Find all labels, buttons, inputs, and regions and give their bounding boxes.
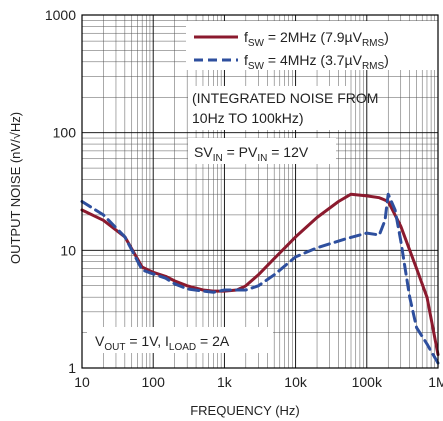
plot-border: [81, 14, 439, 369]
integrated-noise-box: [188, 86, 350, 130]
legend-label-2mhz: fSW = 2MHz (7.9µVRMS): [244, 29, 389, 49]
minor-grid: [82, 15, 438, 368]
y-tick-label: 1: [68, 360, 76, 376]
x-tick-label: 100k: [352, 374, 383, 390]
series-layer: [80, 192, 440, 365]
operating-point-box: [87, 327, 273, 353]
x-tick-labels: 10 100 1k 10k 100k 1M: [74, 374, 443, 390]
y-axis-title: OUTPUT NOISE (nV/√Hz): [8, 112, 23, 264]
x-tick-label: 10k: [284, 374, 308, 390]
legend-label-4mhz: fSW = 4MHz (3.7µVRMS): [244, 52, 389, 72]
x-tick-label: 100: [142, 374, 166, 390]
operating-point-label: VOUT = 1V, ILOAD = 2A: [95, 333, 230, 353]
integrated-noise-line2: 10Hz TO 100kHz): [192, 110, 304, 126]
x-axis-title: FREQUENCY (Hz): [190, 403, 300, 418]
y-tick-label: 1000: [45, 7, 76, 23]
y-tick-label: 100: [53, 125, 77, 141]
supply-voltage-box: [188, 138, 336, 164]
x-tick-label: 1M: [428, 374, 443, 390]
x-tick-label: 10: [74, 374, 90, 390]
supply-voltage-label: SVIN = PVIN = 12V: [194, 144, 309, 164]
legend-box: [186, 21, 442, 70]
y-tick-labels: 1 10 100 1000: [45, 7, 76, 376]
y-tick-label: 10: [60, 242, 76, 258]
integrated-noise-line1: (INTEGRATED NOISE FROM: [192, 90, 378, 106]
series-line-4mhz: [80, 192, 440, 365]
x-tick-label: 1k: [217, 374, 233, 390]
